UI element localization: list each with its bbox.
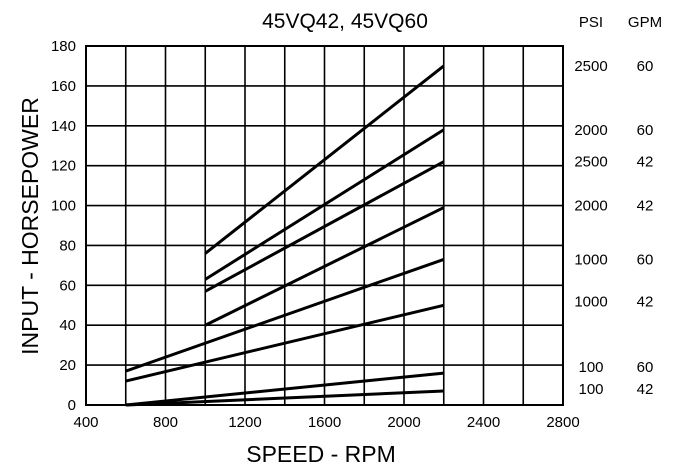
y-tick-label: 140 [51,118,76,135]
y-tick-label: 100 [51,198,76,215]
psi-label: 1000 [574,251,607,268]
psi-header: PSI [579,14,603,31]
series-line [204,128,445,281]
x-tick-label: 2400 [467,414,500,431]
series-line [125,303,445,383]
y-tick-label: 0 [68,397,76,414]
x-tick-label: 1600 [308,414,341,431]
x-tick-label: 2000 [387,414,420,431]
series-line [204,206,445,327]
psi-label: 2000 [574,122,607,139]
x-axis-label: SPEED - RPM [246,441,396,467]
y-tick-label: 20 [59,357,76,374]
gpm-label: 60 [637,251,654,268]
y-tick-label: 120 [51,158,76,175]
psi-label: 100 [578,359,603,376]
y-tick-label: 160 [51,78,76,95]
psi-label: 2500 [574,58,607,75]
x-tick-labels: 400 800 1200 1600 2000 2400 2800 [73,414,579,431]
chart-title: 45VQ42, 45VQ60 [262,10,428,33]
x-tick-label: 1200 [228,414,261,431]
series-side-labels: 2500 60 2000 60 2500 42 2000 42 1000 60 1000 42 100 6… [574,58,653,398]
psi-label: 100 [578,381,603,398]
series-line [125,389,444,407]
gpm-label: 42 [637,381,654,398]
y-tick-label: 60 [59,277,76,294]
y-axis-label: INPUT - HORSEPOWER [17,97,43,355]
x-tick-label: 800 [153,414,178,431]
series-line [204,64,445,255]
plot-frame [85,45,564,406]
series-lines [125,64,445,407]
x-tick-label: 400 [73,414,98,431]
psi-label: 2500 [574,154,607,171]
gpm-label: 42 [637,198,654,215]
y-tick-label: 180 [51,38,76,55]
series-line [125,257,445,373]
grid [86,46,563,405]
gpm-label: 60 [637,122,654,139]
psi-label: 2000 [574,198,607,215]
x-tick-label: 2800 [546,414,579,431]
y-tick-labels: 0 20 40 60 80 100 120 140 160 180 [51,38,76,414]
psi-label: 1000 [574,293,607,310]
gpm-label: 60 [637,359,654,376]
series-line [125,371,444,407]
gpm-label: 42 [637,293,654,310]
y-tick-label: 40 [59,317,76,334]
y-tick-label: 80 [59,237,76,254]
gpm-label: 60 [637,58,654,75]
series-line [204,160,445,293]
gpm-label: 42 [637,154,654,171]
gpm-header: GPM [628,14,662,31]
